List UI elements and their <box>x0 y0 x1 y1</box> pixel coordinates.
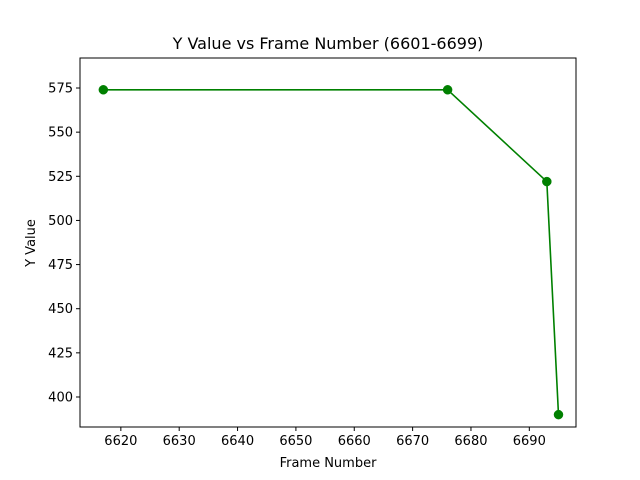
x-tick-label: 6650 <box>279 434 312 449</box>
x-tick-label: 6620 <box>104 434 137 449</box>
data-point <box>542 176 552 187</box>
y-axis-label: Y Value <box>24 219 39 268</box>
x-axis: 6620 6630 6640 6650 6660 6670 6680 6690 <box>104 427 546 449</box>
x-tick-label: 6640 <box>221 434 254 449</box>
chart-title: Y Value vs Frame Number (6601-6699) <box>172 34 484 53</box>
y-tick-label: 400 <box>48 390 73 405</box>
x-axis-label: Frame Number <box>280 456 378 471</box>
series-layer <box>98 85 564 420</box>
plot-frame <box>79 57 577 428</box>
series-line <box>103 88 560 415</box>
y-axis: 400 425 450 475 500 525 550 575 <box>48 82 80 405</box>
y-tick-label: 525 <box>48 170 73 185</box>
x-tick-label: 6680 <box>454 434 487 449</box>
y-tick-label: 550 <box>48 126 73 141</box>
y-tick-label: 450 <box>48 302 73 317</box>
data-point <box>98 85 109 95</box>
x-tick-label: 6630 <box>163 434 196 449</box>
x-tick-label: 6660 <box>338 434 371 449</box>
y-tick-label: 425 <box>48 346 73 361</box>
data-point <box>442 85 453 95</box>
plot-area <box>80 58 576 427</box>
y-tick-label: 500 <box>48 214 73 229</box>
y-tick-label: 475 <box>48 258 73 273</box>
data-point <box>553 409 564 420</box>
x-tick-label: 6690 <box>513 434 546 449</box>
y-tick-label: 575 <box>48 82 73 97</box>
x-tick-label: 6670 <box>396 434 429 449</box>
